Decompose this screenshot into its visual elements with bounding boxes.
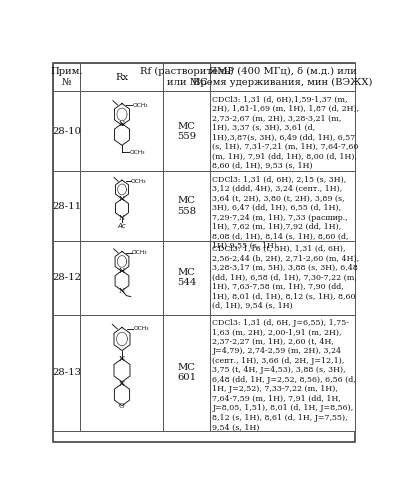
Text: CDCl3: 1,31 (d, 6H, J=6,55), 1,75-
1,63 (m, 2H), 2,00-1,91 (m, 2H),
2,37-2,27 (m: CDCl3: 1,31 (d, 6H, J=6,55), 1,75- 1,63 …	[212, 319, 356, 432]
Text: CDCl3: 1,31 (d, 6H),1,59-1,37 (m,
2H), 1,81-1,69 (m, 1H), 1,87 (d, 2H),
2,73-2,6: CDCl3: 1,31 (d, 6H),1,59-1,37 (m, 2H), 1…	[212, 96, 360, 170]
Bar	[81, 241, 164, 314]
Text: N: N	[119, 354, 125, 362]
Bar	[210, 91, 355, 172]
Bar	[164, 314, 210, 430]
Text: O: O	[119, 402, 125, 409]
Text: Rf (растворитель)
или МС: Rf (растворитель) или МС	[140, 67, 234, 87]
Bar	[53, 172, 81, 241]
Text: МС
559: МС 559	[177, 122, 197, 141]
Text: N: N	[119, 120, 125, 128]
Bar	[210, 241, 355, 314]
Text: N: N	[119, 195, 125, 203]
Text: CDCl3: 1,31 (d, 6H), 2,15 (s, 3H),
3,12 (ddd, 4H), 3,24 (септ., 1H),
3,64 (t, 2H: CDCl3: 1,31 (d, 6H), 2,15 (s, 3H), 3,12 …	[212, 176, 349, 250]
Text: CDCl3: 1,16 (t, 3H), 1,31 (d, 6H),
2,56-2,44 (b, 2H), 2,71-2,60 (m, 4H),
3,28-3,: CDCl3: 1,16 (t, 3H), 1,31 (d, 6H), 2,56-…	[212, 245, 360, 310]
Text: N: N	[119, 286, 125, 294]
Bar	[164, 241, 210, 314]
Text: 28-12: 28-12	[52, 273, 81, 282]
Bar	[164, 91, 210, 172]
Bar	[210, 172, 355, 241]
Bar	[81, 172, 164, 241]
Text: OCH₃: OCH₃	[130, 150, 145, 155]
Bar	[53, 314, 81, 430]
Bar	[53, 63, 81, 91]
Bar	[81, 314, 164, 430]
Text: N: N	[119, 380, 125, 388]
Text: 28-11: 28-11	[52, 202, 81, 210]
Text: 28-10: 28-10	[52, 127, 81, 136]
Bar	[53, 91, 81, 172]
Bar	[53, 241, 81, 314]
Text: МС
558: МС 558	[177, 196, 197, 216]
Bar	[81, 91, 164, 172]
Text: 28-13: 28-13	[52, 368, 81, 377]
Bar	[164, 63, 210, 91]
Text: OCH₃: OCH₃	[131, 179, 147, 184]
Bar	[210, 63, 355, 91]
Bar	[210, 314, 355, 430]
Text: N: N	[119, 266, 125, 274]
Text: Прим.
№: Прим. №	[51, 67, 83, 87]
Bar	[164, 172, 210, 241]
Text: МС
601: МС 601	[177, 363, 197, 382]
Text: Rx: Rx	[116, 72, 129, 82]
Text: Ac: Ac	[118, 222, 126, 228]
Text: OCH₃: OCH₃	[133, 102, 148, 108]
Text: ЯМР (400 МГц), δ (м.д.) или
Время удерживания, мин (ВЭЖХ): ЯМР (400 МГц), δ (м.д.) или Время удержи…	[193, 67, 372, 87]
Bar	[81, 63, 164, 91]
Text: МС
544: МС 544	[177, 268, 197, 287]
Text: OCH₃: OCH₃	[133, 326, 149, 332]
Text: OCH₃: OCH₃	[132, 250, 147, 256]
Text: N: N	[119, 214, 125, 222]
